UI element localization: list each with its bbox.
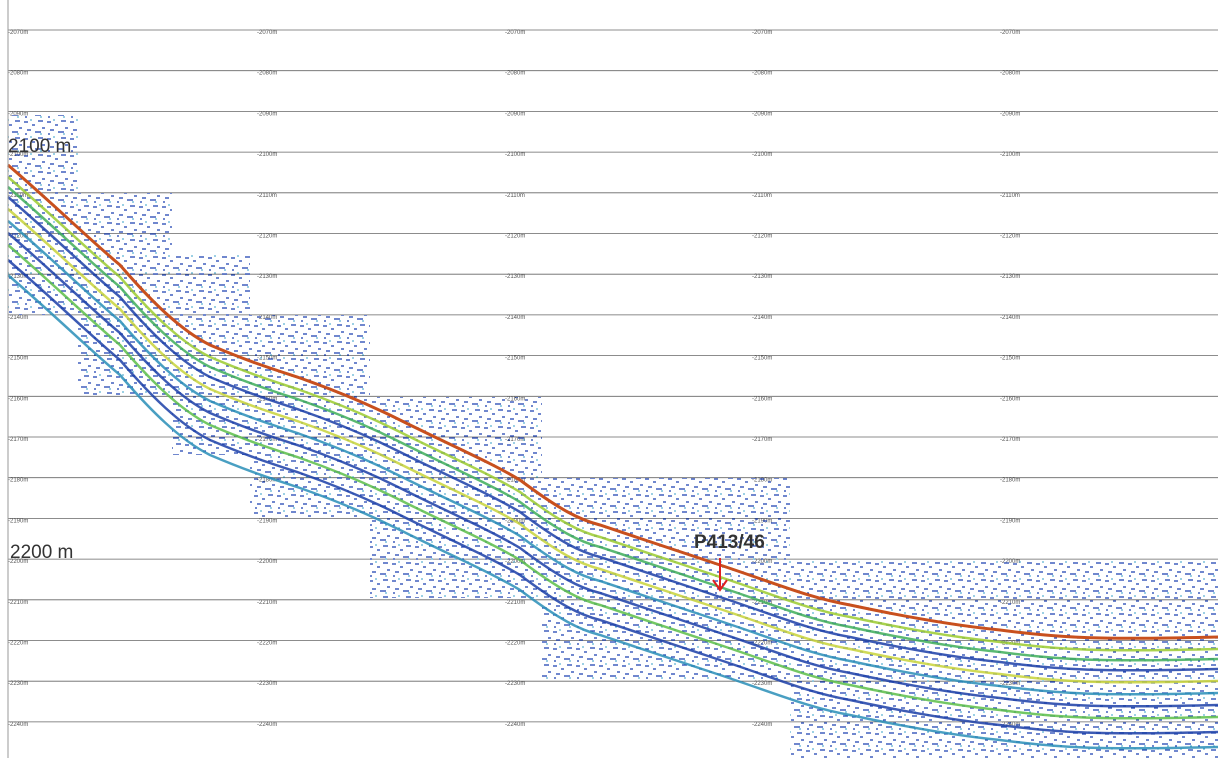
- depth-label: -2170m: [752, 437, 772, 443]
- depth-label: -2080m: [505, 71, 525, 77]
- depth-label: -2110m: [257, 193, 277, 199]
- depth-label: -2080m: [8, 71, 28, 77]
- depth-label: -2210m: [505, 600, 525, 606]
- depth-label: -2240m: [505, 722, 525, 728]
- depth-label: -2140m: [752, 315, 772, 321]
- depth-label: -2160m: [1000, 396, 1020, 402]
- depth-label: -2080m: [1000, 71, 1020, 77]
- depth-label: -2220m: [257, 641, 277, 647]
- depth-label: -2150m: [752, 356, 772, 362]
- depth-label: -2170m: [1000, 437, 1020, 443]
- depth-label: -2070m: [8, 30, 28, 36]
- depth-label: -2200m: [8, 559, 28, 565]
- depth-label: -2120m: [752, 234, 772, 240]
- depth-label: -2190m: [1000, 518, 1020, 524]
- depth-label: -2210m: [257, 600, 277, 606]
- annotation: P413/46: [694, 532, 765, 553]
- depth-label: -2090m: [1000, 111, 1020, 117]
- depth-label: -2070m: [752, 30, 772, 36]
- seismic-blocks: [8, 115, 1218, 758]
- depth-label: -2120m: [257, 234, 277, 240]
- depth-label: -2120m: [1000, 234, 1020, 240]
- depth-label: -2180m: [8, 478, 28, 484]
- depth-label: -2230m: [505, 681, 525, 687]
- depth-label: -2140m: [8, 315, 28, 321]
- depth-label: -2190m: [257, 518, 277, 524]
- depth-label: -2100m: [752, 152, 772, 158]
- depth-label: -2110m: [505, 193, 525, 199]
- depth-label: -2180m: [1000, 478, 1020, 484]
- depth-label: -2150m: [505, 356, 525, 362]
- depth-label: -2120m: [505, 234, 525, 240]
- depth-label: -2230m: [752, 681, 772, 687]
- depth-label: -2110m: [1000, 193, 1020, 199]
- depth-label: -2070m: [505, 30, 525, 36]
- depth-label: -2110m: [752, 193, 772, 199]
- depth-label: -2090m: [505, 111, 525, 117]
- depth-label: -2100m: [505, 152, 525, 158]
- depth-label: -2200m: [257, 559, 277, 565]
- depth-label: -2230m: [257, 681, 277, 687]
- depth-marker: 2200 m: [10, 542, 73, 563]
- depth-label: -2130m: [752, 274, 772, 280]
- depth-label: -2210m: [8, 600, 28, 606]
- annotation-arrow: [712, 558, 728, 592]
- depth-label: -2170m: [8, 437, 28, 443]
- depth-label: -2130m: [1000, 274, 1020, 280]
- depth-label: -2090m: [752, 111, 772, 117]
- depth-label: -2190m: [8, 518, 28, 524]
- depth-label: -2130m: [257, 274, 277, 280]
- depth-label: -2140m: [505, 315, 525, 321]
- depth-label: -2080m: [257, 71, 277, 77]
- depth-label: -2080m: [752, 71, 772, 77]
- depth-label: -2160m: [8, 396, 28, 402]
- depth-label: -2100m: [257, 152, 277, 158]
- depth-label: -2130m: [505, 274, 525, 280]
- depth-label: -2220m: [8, 641, 28, 647]
- depth-label: -2150m: [1000, 356, 1020, 362]
- depth-label: -2220m: [505, 641, 525, 647]
- depth-label: -2090m: [8, 111, 28, 117]
- depth-label: -2240m: [257, 722, 277, 728]
- depth-label: -2100m: [1000, 152, 1020, 158]
- depth-label: -2160m: [752, 396, 772, 402]
- depth-label: -2230m: [8, 681, 28, 687]
- depth-label: -2090m: [257, 111, 277, 117]
- depth-label: -2240m: [752, 722, 772, 728]
- depth-label: -2140m: [1000, 315, 1020, 321]
- depth-label: -2070m: [257, 30, 277, 36]
- depth-marker: 2100 m: [8, 136, 71, 157]
- depth-label: -2240m: [8, 722, 28, 728]
- depth-label: -2150m: [8, 356, 28, 362]
- depth-label: -2070m: [1000, 30, 1020, 36]
